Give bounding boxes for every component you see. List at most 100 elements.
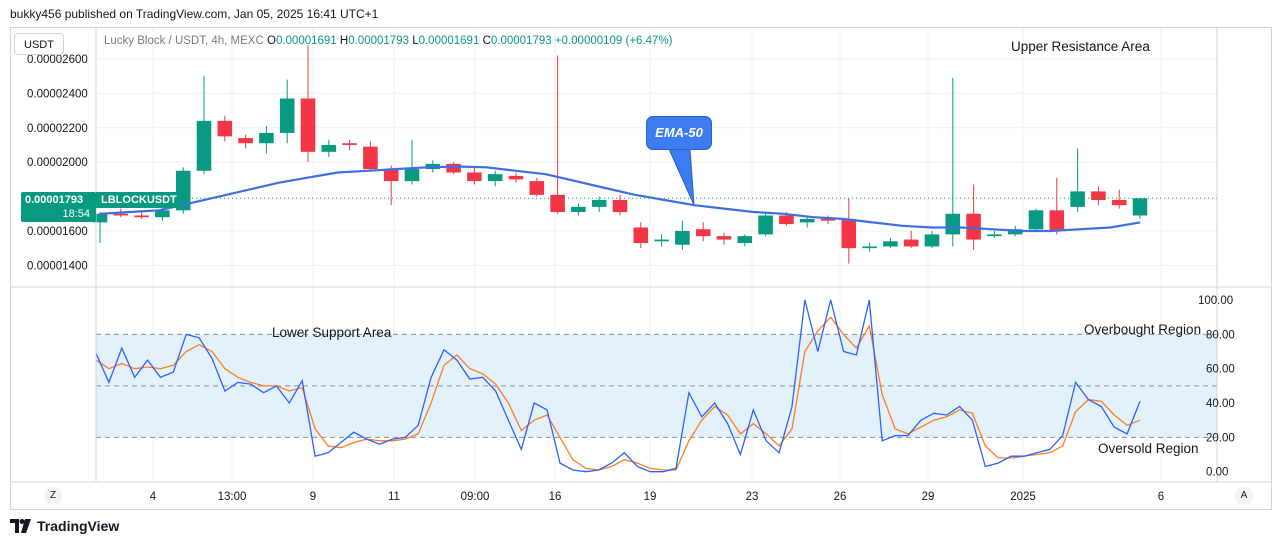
candle-body: [467, 172, 482, 182]
tradingview-logo-icon: [10, 519, 31, 533]
candle-body: [508, 175, 524, 180]
candle-body: [300, 98, 316, 152]
symbol-title: Lucky Block / USDT, 4h, MEXC: [104, 35, 264, 47]
candle-body: [259, 132, 274, 144]
tradingview-footer: TradingView: [10, 518, 119, 534]
candle-body: [1111, 200, 1127, 206]
candle-body: [1049, 210, 1065, 231]
stoch-tick-label: 100.00: [1198, 295, 1233, 307]
candle-body: [134, 215, 149, 218]
candle-body: [654, 239, 669, 242]
candle-body: [1091, 191, 1106, 200]
candle-body: [987, 234, 1002, 237]
candle-body: [571, 206, 586, 213]
candle-body: [196, 120, 212, 171]
x-tick-label: 2025: [1010, 491, 1036, 503]
x-tick-label: 13:00: [218, 491, 247, 503]
close-key: C: [482, 35, 491, 47]
stoch-tick-label: 60.00: [1206, 364, 1235, 376]
candle-body: [1028, 210, 1044, 230]
ema-50-line: [99, 165, 1141, 233]
candles: [92, 45, 1148, 264]
y-tick-label: 0.00002200: [27, 123, 88, 135]
candle-body: [92, 213, 108, 223]
candle-body: [862, 246, 877, 249]
y-tick-label: 0.00001600: [27, 226, 88, 238]
candle-body: [716, 236, 732, 240]
overbought-label: Overbought Region: [1084, 322, 1202, 337]
chart-frame: [10, 27, 1272, 510]
ema-50-callout: EMA-50: [646, 116, 712, 150]
candle-body: [1132, 198, 1148, 216]
currency-button[interactable]: USDT: [14, 33, 64, 55]
y-tick-label: 0.00002600: [27, 54, 88, 66]
candle-body: [883, 241, 898, 247]
x-tick-label: 23: [746, 491, 759, 503]
candle-body: [966, 213, 981, 240]
candle-body: [591, 200, 607, 207]
stoch-k-line: [95, 299, 1141, 473]
candle-body: [1007, 229, 1023, 235]
x-tick-label: 11: [388, 491, 400, 503]
low-key: L: [412, 35, 419, 47]
x-tick-label: 29: [922, 491, 935, 503]
high-value: 0.00001793: [348, 35, 409, 47]
candle-body: [779, 215, 794, 225]
oversold-label: Oversold Region: [1098, 441, 1199, 456]
zoom-button[interactable]: Z: [44, 487, 62, 505]
candle-body: [342, 143, 357, 145]
candle-body: [924, 234, 940, 247]
candle-body: [404, 169, 420, 182]
x-tick-label: 9: [310, 491, 316, 503]
x-tick-label: 19: [644, 491, 657, 503]
axes: 4 13:00 9 11 09:00 16 19 23 26 29 2025 6 0.00001400 0…: [10, 28, 1272, 503]
stoch-tick-label: 20.00: [1206, 432, 1235, 444]
candle-body: [446, 163, 461, 173]
candle-body: [238, 138, 253, 144]
auto-scale-button[interactable]: A: [1235, 487, 1253, 505]
candle-body: [383, 169, 399, 182]
candle-body: [695, 229, 711, 237]
candle-body: [633, 227, 649, 243]
candle-body: [675, 230, 690, 245]
bar-countdown: 18:54: [62, 208, 90, 220]
candle-body: [363, 146, 378, 170]
tradingview-brand: TradingView: [37, 518, 120, 534]
candle-body: [155, 210, 170, 218]
candle-body: [945, 213, 961, 235]
candle-body: [612, 200, 628, 213]
symbol-legend: Lucky Block / USDT, 4h, MEXC O0.00001691…: [104, 35, 673, 47]
y-tick-label: 0.00001400: [27, 260, 88, 272]
y-tick-label: 0.00002000: [27, 157, 88, 169]
candle-body: [820, 218, 836, 221]
publish-header: bukky456 published on TradingView.com, J…: [10, 7, 379, 21]
symbol-badge: LBLOCKUSDT: [96, 192, 182, 208]
close-value: 0.00001793: [490, 35, 552, 47]
lower-support-label: Lower Support Area: [272, 325, 392, 340]
open-key: O: [266, 35, 276, 47]
stoch-band-lines: [96, 333, 1217, 438]
x-tick-label: 16: [549, 491, 562, 503]
candle-body: [758, 215, 773, 235]
stoch-tick-label: 0.00: [1206, 467, 1228, 479]
upper-resistance-label: Upper Resistance Area: [1011, 39, 1150, 54]
stoch-tick-label: 40.00: [1206, 398, 1235, 410]
change-value: +0.00000109 (+6.47%): [554, 35, 673, 47]
candle-body: [903, 239, 919, 247]
candle-body: [737, 236, 753, 243]
candle-body: [113, 213, 129, 216]
candle-body: [1070, 191, 1085, 207]
candle-body: [487, 174, 503, 182]
candle-body: [550, 194, 565, 213]
candle-body: [279, 98, 295, 133]
y-tick-label: 0.00002400: [27, 88, 88, 100]
candle-body: [217, 120, 233, 137]
open-value: 0.00001691: [275, 35, 337, 47]
stoch-tick-label: 80.00: [1206, 329, 1235, 341]
candle-body: [799, 218, 815, 223]
last-price-badge: 0.00001793 18:54: [21, 192, 96, 222]
x-tick-label: 4: [150, 491, 157, 503]
stoch-d-line: [95, 316, 1141, 471]
low-value: 0.00001691: [418, 35, 480, 47]
